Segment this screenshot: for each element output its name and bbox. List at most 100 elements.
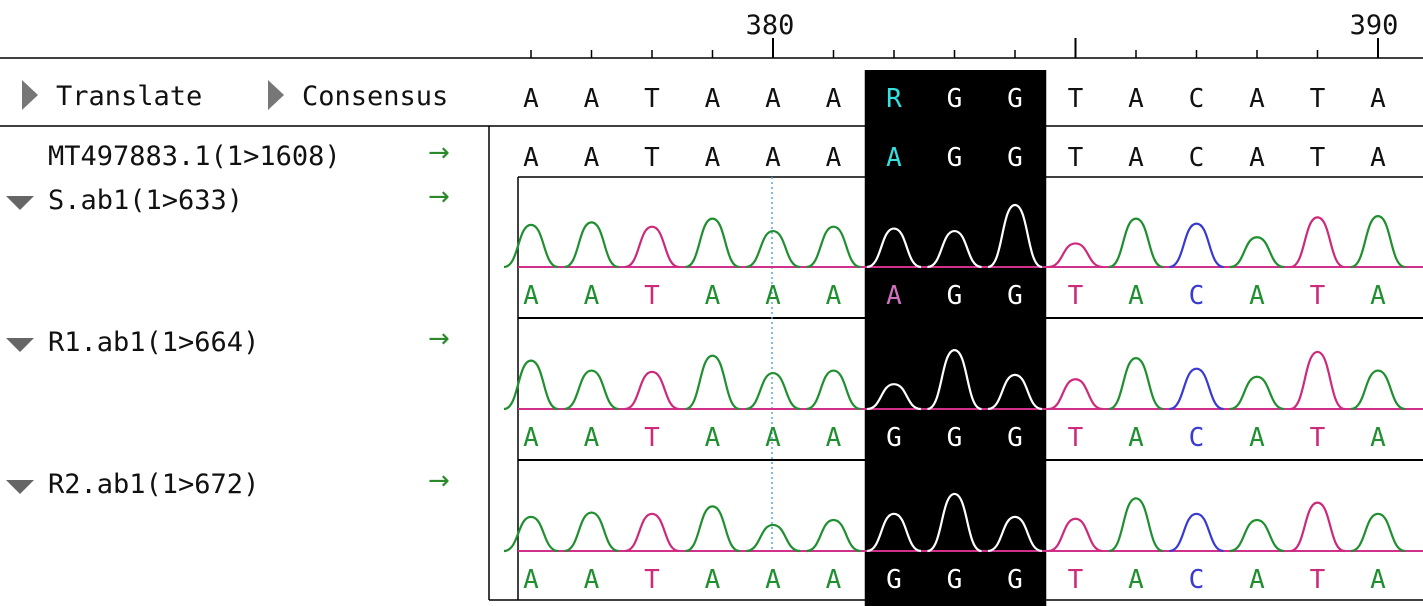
trace-peak	[503, 223, 559, 269]
collapse-r1-ab1-icon[interactable]	[6, 338, 34, 352]
trace-base-call: A	[584, 423, 600, 453]
trace-base-call: A	[826, 423, 842, 453]
translate-toggle[interactable]: Translate	[56, 81, 203, 112]
ruler-ticks	[530, 38, 1379, 58]
collapse-r2-ab1-icon[interactable]	[6, 480, 34, 494]
trace-peak	[1350, 512, 1406, 553]
trace-peak	[503, 359, 559, 411]
trace-base-call: A	[1128, 281, 1144, 311]
trace-base-call: G	[886, 423, 902, 453]
consensus-base: A	[584, 84, 600, 114]
trace-base-call: T	[1068, 281, 1084, 311]
trace-base-call: T	[1068, 423, 1084, 453]
trace-peak	[806, 518, 861, 553]
trace-base-call: A	[523, 565, 539, 595]
trace-peak	[1290, 216, 1345, 269]
trace-base-call: T	[644, 281, 660, 311]
trace-peak	[1048, 242, 1103, 269]
sequence-content: A A T A A A R G G T A C A T AA A T A A A A G G T A C A T AA A T A A A A G G T…	[503, 84, 1423, 595]
trace-base-call: A	[765, 423, 781, 453]
trace-label-s-ab1[interactable]: S.ab1(1>633)	[48, 185, 244, 216]
trace-label-r1-ab1[interactable]: R1.ab1(1>664)	[48, 327, 260, 358]
trace-base-call: A	[584, 281, 600, 311]
trace-peak	[866, 227, 922, 269]
trace-peak	[1350, 369, 1406, 411]
trace-peak	[745, 371, 801, 411]
reference-base: G	[1007, 143, 1023, 173]
trace-base-call: A	[765, 565, 781, 595]
trace-base-call: C	[1189, 281, 1205, 311]
reference-base: C	[1189, 143, 1205, 173]
trace-peak	[1169, 367, 1224, 411]
trace-base-call: A	[886, 281, 902, 311]
trace-base-call: T	[1068, 565, 1084, 595]
reference-base: A	[826, 143, 842, 173]
consensus-toggle[interactable]: Consensus	[302, 81, 449, 112]
trace-peak	[1108, 497, 1164, 553]
reference-base: A	[765, 143, 781, 173]
trace-peak	[1108, 357, 1164, 411]
trace-peak	[1229, 375, 1285, 411]
trace-peak	[806, 225, 861, 269]
trace-peak	[927, 229, 982, 269]
consensus-base: R	[886, 84, 902, 114]
consensus-expand-icon[interactable]	[268, 80, 284, 110]
consensus-base: G	[1007, 84, 1023, 114]
consensus-base: C	[1189, 84, 1205, 114]
trace-peak	[624, 370, 680, 411]
trace-base-call: G	[886, 565, 902, 595]
trace-base-call: A	[1249, 423, 1265, 453]
trace-base-call: A	[826, 281, 842, 311]
trace-peak	[503, 515, 559, 553]
reference-base: G	[947, 143, 963, 173]
trace-base-call: A	[705, 281, 721, 311]
trace-r1-ab1-direction-arrow: →	[428, 324, 450, 354]
reference-base: A	[1128, 143, 1144, 173]
trace-base-call: C	[1189, 423, 1205, 453]
trace-base-call: A	[523, 281, 539, 311]
trace-peak	[1350, 215, 1406, 269]
consensus-base: T	[644, 84, 660, 114]
consensus-base: A	[523, 84, 539, 114]
consensus-base: A	[1249, 84, 1265, 114]
reference-base: A	[705, 143, 721, 173]
trace-base-call: G	[947, 565, 963, 595]
trace-peak	[987, 515, 1043, 553]
consensus-base: T	[1310, 84, 1326, 114]
trace-base-call: G	[1007, 565, 1023, 595]
trace-peak	[806, 369, 861, 411]
position-ruler: 380 390	[0, 10, 1423, 59]
reference-base: T	[1068, 143, 1084, 173]
trace-peak	[1169, 222, 1224, 269]
trace-label-r2-ab1[interactable]: R2.ab1(1>672)	[48, 469, 260, 500]
trace-base-call: G	[947, 281, 963, 311]
trace-s-ab1-direction-arrow: →	[428, 182, 450, 212]
reference-base: T	[1310, 143, 1326, 173]
collapse-s-ab1-icon[interactable]	[6, 196, 34, 210]
reference-base: A	[1370, 143, 1386, 173]
consensus-base: A	[705, 84, 721, 114]
ruler-label-390: 390	[1350, 10, 1399, 41]
trace-peak	[866, 383, 922, 411]
trace-peak	[624, 512, 680, 553]
trace-base-call: A	[826, 565, 842, 595]
trace-base-call: T	[644, 565, 660, 595]
trace-peak	[564, 221, 619, 269]
trace-base-call: A	[1249, 565, 1265, 595]
trace-base-call: A	[1370, 281, 1386, 311]
translate-expand-icon[interactable]	[22, 80, 38, 110]
reference-direction-arrow: →	[428, 138, 450, 168]
consensus-base: A	[765, 84, 781, 114]
consensus-base: A	[826, 84, 842, 114]
reference-sequence-label[interactable]: MT497883.1(1>1608)	[48, 141, 341, 172]
trace-peak	[1108, 217, 1164, 269]
trace-peak	[987, 373, 1043, 411]
trace-base-call: A	[523, 423, 539, 453]
trace-peak	[1290, 350, 1345, 411]
trace-peak	[624, 225, 680, 269]
reference-base: A	[886, 143, 902, 173]
consensus-base: T	[1068, 84, 1084, 114]
trace-base-call: A	[1128, 423, 1144, 453]
trace-peak	[987, 203, 1043, 269]
